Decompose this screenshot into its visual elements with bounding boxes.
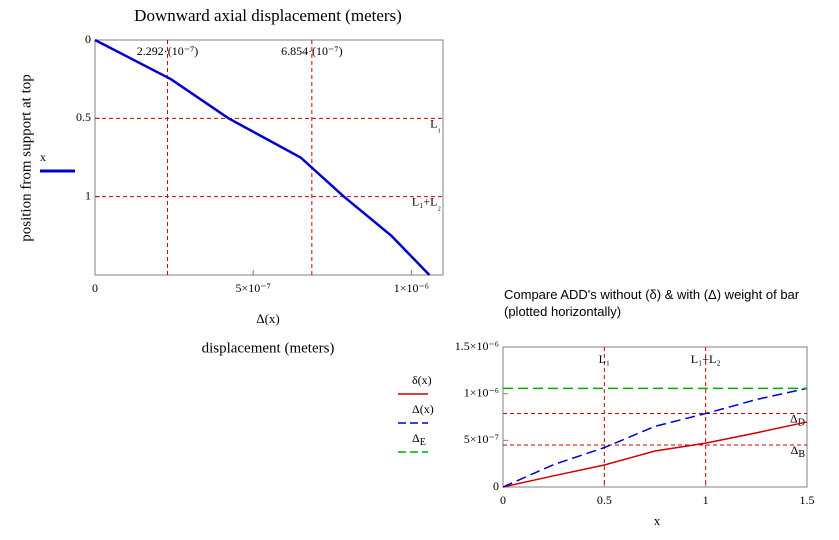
y-tick-label: 1 (85, 188, 91, 202)
marker-label: 6.854·(10⁻⁷) (281, 44, 343, 58)
x-axis-label: Δ(x) (256, 311, 280, 326)
marker-label: L₁ (599, 352, 611, 366)
legend-label: δ(x) (412, 373, 432, 387)
x-tick-label: 1.5 (800, 493, 815, 507)
legend-label: ΔE (412, 431, 426, 449)
x-tick-label: 0 (500, 493, 506, 507)
x-tick-label: 0 (92, 281, 98, 295)
plot-frame (502, 346, 808, 488)
x-axis-label: x (654, 513, 661, 528)
marker-label: ΔD (790, 411, 805, 429)
x-tick-label: 1 (703, 493, 709, 507)
y-tick-label: 0.5 (76, 110, 91, 124)
marker-label: ΔB (791, 443, 806, 461)
y-tick-label: 0 (493, 479, 499, 493)
chart-title: Compare ADD's without (δ) & with (Δ) wei… (504, 287, 800, 319)
y-tick-label: 1.5×10⁻⁶ (455, 339, 499, 353)
y-tick-label: 5×10⁻⁷ (464, 432, 499, 446)
y-axis-label: position from support at top (18, 74, 34, 242)
marker-label: L₁+L₂ (412, 194, 441, 212)
x-tick-label: 0.5 (597, 493, 612, 507)
y-tick-label: 1×10⁻⁶ (464, 385, 499, 399)
marker-label: L₁ (430, 116, 441, 134)
series-line (94, 38, 431, 276)
x-tick-label: 1×10⁻⁶ (394, 281, 429, 295)
chart-title: Downward axial displacement (meters) (134, 6, 402, 25)
marker-label: 2.292·(10⁻⁷) (137, 44, 199, 58)
plot-frame (94, 39, 444, 276)
annotation: displacement (meters) (202, 340, 335, 356)
legend-label: Δ(x) (412, 402, 434, 416)
y-tick-label: 0 (85, 32, 91, 46)
marker-label: L₁+L₂ (691, 352, 721, 366)
legend-label: x (40, 150, 46, 164)
x-tick-label: 5×10⁻⁷ (236, 281, 271, 295)
series-line (502, 421, 808, 488)
series-line (502, 387, 808, 488)
